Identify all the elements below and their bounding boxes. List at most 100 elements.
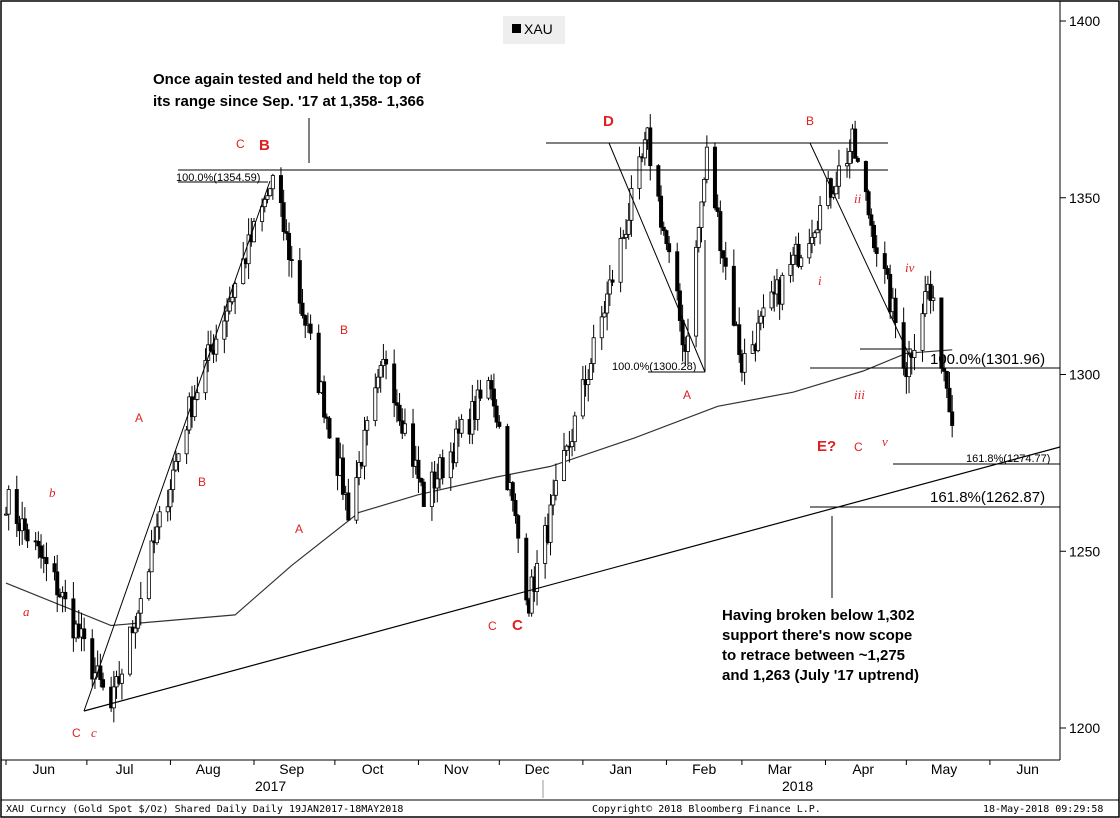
candle-body [588,363,593,380]
candle-body [661,226,666,232]
wave-label: E? [817,438,836,455]
candle-body [176,453,181,462]
candle-body [136,612,141,629]
candle-body [373,387,378,421]
x-tick-label: Jul [116,761,134,777]
candle-body [950,411,955,426]
candle-body [230,296,235,303]
candle-body [847,151,852,164]
candle-body [882,253,887,269]
candle-body [397,404,402,422]
candle-body [513,500,518,517]
candle-body [127,626,132,675]
candle-body [874,247,879,254]
candle-body [192,398,197,418]
wave-label: ii [854,191,862,206]
x-tick-label: Sep [279,761,304,777]
wave-label: A [135,411,143,425]
fib-label-feb: 100.0%(1300.28) [612,361,696,373]
candle-body [602,312,607,318]
candle-body [340,457,345,495]
candle-body [626,219,631,235]
candle-body [268,188,273,197]
candle-body [866,191,871,216]
candle-body [699,201,704,228]
candle-body [677,290,682,321]
x-tick-label: Jan [609,761,632,777]
candle-body [297,260,302,304]
candle-body [524,537,529,601]
fib-label-apr: 100.0%(1301.96) [930,351,1045,368]
candle-body [548,504,553,543]
x-tick-label: Nov [444,761,469,777]
candle-body [551,494,556,506]
candle-body [599,316,604,339]
candle-body [742,353,747,373]
candle-body [543,525,548,564]
wave-label: C [72,726,81,740]
candle-body [392,363,397,404]
candle-body [36,540,41,547]
candle-body [667,243,672,253]
candle-body [580,379,585,417]
candle-body [624,233,629,239]
candle-body [696,227,701,248]
candle-body [718,211,723,252]
candle-body [22,518,27,531]
wave-labels: a b c C A B C B A B C C D A B i ii iii i… [23,113,915,740]
candle-body [416,459,421,479]
uptrend-line [83,446,1061,712]
candle-body [656,165,661,197]
annotation-bottom-line4: and 1,263 (July '17 uptrend) [722,667,919,684]
candle-body [869,214,874,226]
wave-label: A [683,388,691,402]
wave-label: C [854,440,863,454]
fib-label-ext1: 161.8%(1274.77) [966,453,1050,465]
y-tick-label: 1250 [1069,543,1100,559]
candle-body [756,322,761,352]
candle-body [769,291,774,309]
level-lines [178,142,1060,508]
candle-body [610,279,615,283]
candle-body [184,429,189,455]
candle-body [365,420,370,431]
candle-body [327,417,332,439]
footer-center: Copyright© 2018 Bloomberg Finance L.P. [592,804,821,815]
candle-body [642,139,647,159]
wave-label: i [818,273,822,288]
candle-body [233,283,238,298]
candle-body [942,367,947,372]
candle-body [621,237,626,240]
candle-body [281,202,286,232]
candle-body [149,540,154,573]
moving-average-line [5,349,953,627]
legend-swatch [512,24,521,33]
candle-body [227,301,232,312]
x-axis: Jun Jul Aug Sep Oct Nov Dec Jan Feb Mar Apr May Jun [5,760,1039,777]
candle-body [362,429,367,467]
trend-lines [83,118,1061,712]
candle-body [723,257,728,267]
candle-body [845,163,850,167]
candle-body [90,638,95,680]
footer-right: 18-May-2018 09:29:58 [983,804,1103,815]
candle-body [791,254,796,265]
candle-body [505,426,510,491]
candle-body [402,423,407,434]
candle-body [761,307,766,317]
x-tick-label: Apr [852,761,874,777]
candle-body [947,387,952,413]
candle-body [195,392,200,400]
candle-body [440,457,445,479]
candle-body [637,156,642,189]
y-tick-label: 1350 [1069,190,1100,206]
candle-body [173,460,178,471]
candle-body [702,179,707,203]
candle-body [165,506,170,513]
x-tick-label: Aug [196,761,221,777]
candle-body [157,511,162,528]
candle-body [815,229,820,234]
candle-body [171,469,176,490]
candle-body [923,291,928,315]
